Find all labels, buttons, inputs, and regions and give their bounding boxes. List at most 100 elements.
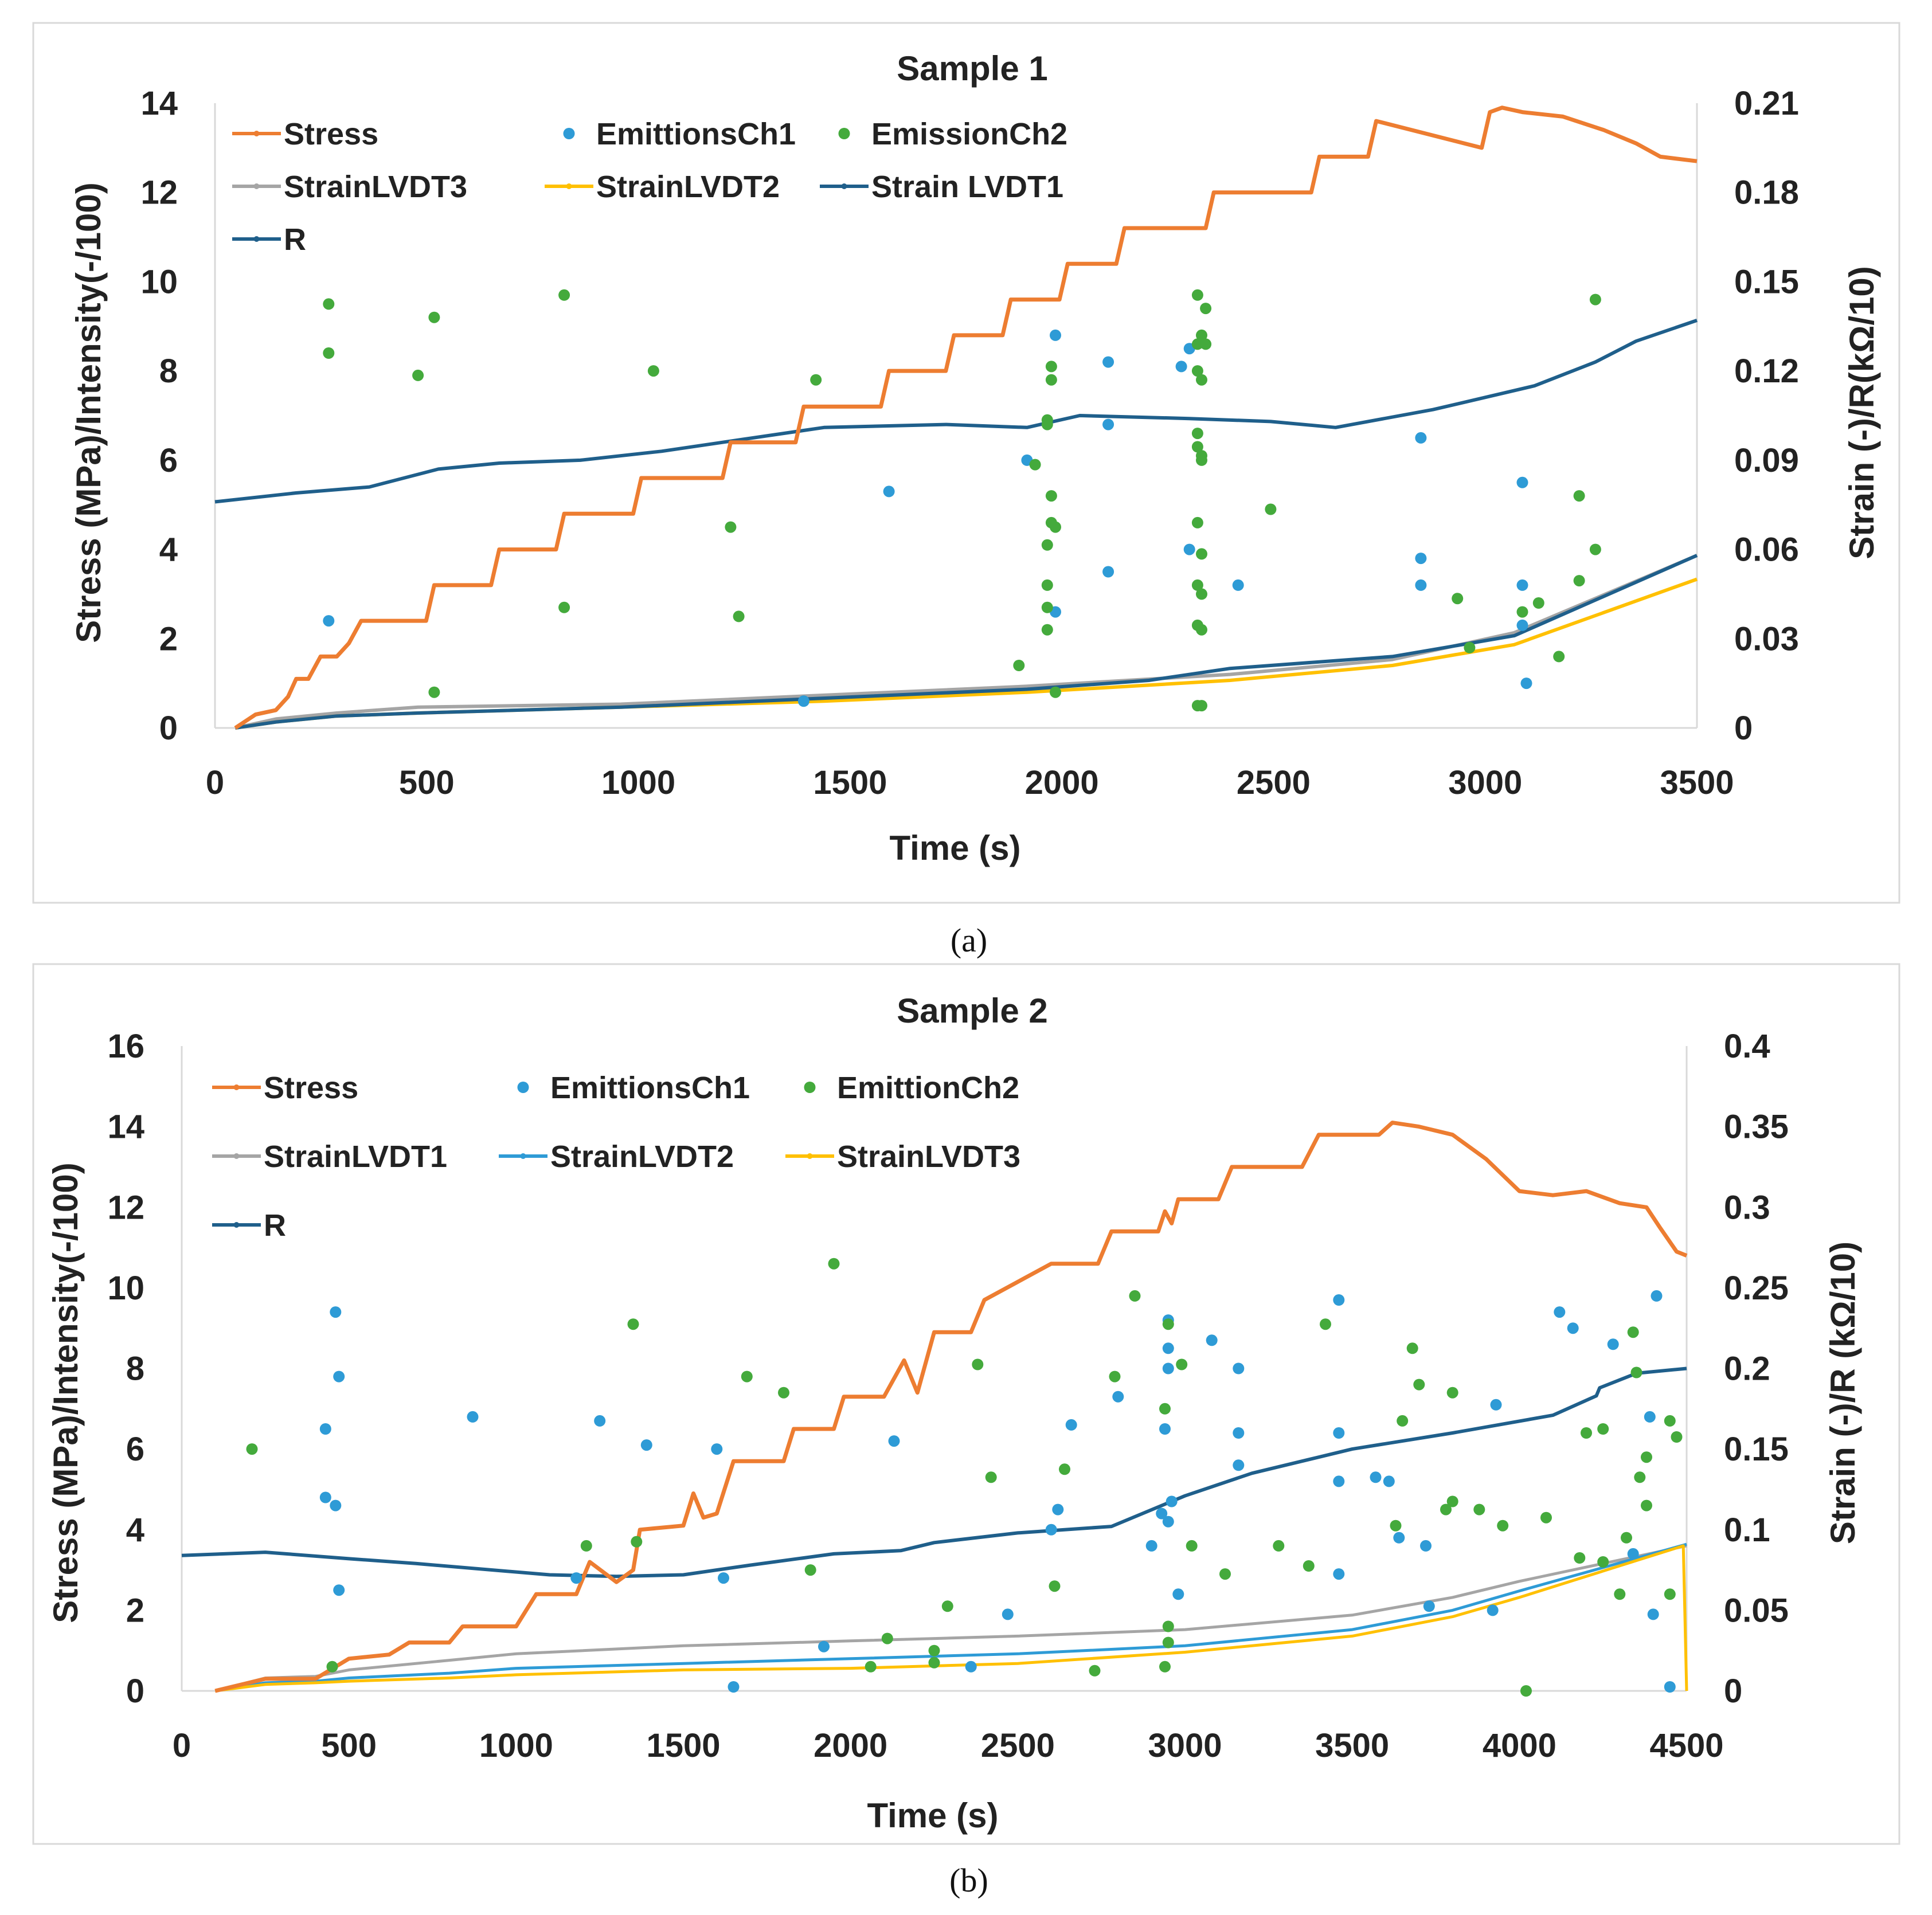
scatter-point-emissionch2 — [1196, 329, 1207, 341]
series-line-r — [214, 319, 1698, 504]
plot-area — [214, 103, 1698, 730]
scatter-point-emissionch2 — [1265, 503, 1277, 515]
scatter-point-emissionch2 — [428, 311, 440, 323]
scatter-point-emittionsch1 — [1233, 1362, 1245, 1374]
y-axis-label: Stress (MPa)/Intensity(-/100) — [46, 1162, 85, 1623]
scatter-point-emittionch2 — [741, 1370, 753, 1383]
x-tick-label: 0 — [173, 1727, 191, 1764]
scatter-point-emissionch2 — [1050, 686, 1061, 698]
y2-axis-label: Strain (-)/R(kΩ/10) — [1843, 266, 1881, 559]
legend-marker-stress — [253, 131, 260, 136]
scatter-point-emittionch2 — [828, 1258, 840, 1270]
scatter-point-emittionsch1 — [1333, 1294, 1345, 1306]
scatter-point-emittionsch1 — [718, 1572, 729, 1584]
scatter-point-emittionsch1 — [467, 1411, 479, 1423]
scatter-point-emissionch2 — [1045, 361, 1057, 373]
scatter-point-emissionch2 — [1196, 454, 1207, 466]
scatter-point-emissionch2 — [558, 289, 570, 301]
scatter-point-emittionsch1 — [1487, 1604, 1499, 1616]
scatter-point-emittionsch1 — [319, 1423, 331, 1435]
series-line-stress — [214, 1121, 1688, 1693]
scatter-point-emittionsch1 — [330, 1306, 342, 1318]
scatter-point-emittionsch1 — [319, 1491, 331, 1503]
scatter-point-emittionch2 — [1162, 1636, 1174, 1648]
scatter-point-emissionch2 — [323, 298, 335, 310]
scatter-point-emittionsch1 — [1175, 361, 1187, 373]
scatter-point-emittionsch1 — [1516, 619, 1528, 631]
scatter-point-emittionsch1 — [1627, 1548, 1639, 1560]
scatter-point-emittionsch1 — [1183, 543, 1195, 555]
scatter-point-emittionsch1 — [1607, 1338, 1619, 1350]
series-line-strainlvdt3 — [214, 1544, 1688, 1693]
scatter-point-emittionsch1 — [323, 615, 335, 627]
y-tick-label: 14 — [140, 85, 178, 122]
legend-label-emittionsch1: EmittionsCh1 — [550, 1071, 750, 1105]
scatter-point-emittionsch1 — [1172, 1588, 1184, 1600]
y2-tick-label: 0.1 — [1724, 1511, 1770, 1549]
y-tick-label: 12 — [140, 174, 178, 212]
y2-tick-label: 0.09 — [1734, 442, 1799, 479]
scatter-point-emittionsch1 — [1554, 1306, 1566, 1318]
y2-tick-label: 0.05 — [1724, 1592, 1789, 1629]
chart-frame — [32, 22, 1900, 904]
scatter-point-emittionch2 — [326, 1661, 338, 1673]
y-tick-label: 14 — [107, 1109, 144, 1146]
scatter-point-emittionsch1 — [1333, 1475, 1345, 1487]
scatter-point-emittionsch1 — [1423, 1600, 1435, 1612]
x-tick-label: 3000 — [1448, 764, 1522, 801]
scatter-point-emissionch2 — [1041, 601, 1053, 613]
scatter-point-emittionsch1 — [1162, 1515, 1174, 1528]
scatter-point-emittionsch1 — [1206, 1334, 1218, 1346]
scatter-point-emittionsch1 — [1050, 329, 1061, 341]
scatter-point-emittionsch1 — [1002, 1608, 1014, 1620]
legend-marker-strainlvdt3 — [253, 183, 260, 189]
y-tick-label: 6 — [159, 442, 178, 479]
x-tick-label: 3500 — [1660, 764, 1734, 801]
scatter-point-emittionch2 — [1641, 1451, 1652, 1463]
scatter-point-emissionch2 — [1013, 660, 1025, 671]
legend: Stress EmittionsCh1 EmittionCh2 StrainLVDT1… — [212, 1071, 1020, 1243]
scatter-point-emissionch2 — [1553, 651, 1565, 663]
y-tick-label: 12 — [107, 1189, 144, 1226]
scatter-point-emittionch2 — [1627, 1326, 1639, 1338]
y2-tick-label: 0.21 — [1734, 85, 1799, 122]
y2-tick-label: 0.35 — [1724, 1109, 1789, 1146]
scatter-point-emissionch2 — [558, 601, 570, 613]
x-tick-label: 2500 — [1237, 764, 1311, 801]
x-tick-label: 2000 — [1025, 764, 1099, 801]
scatter-point-emissionch2 — [1573, 575, 1585, 587]
scatter-point-emittionsch1 — [1383, 1475, 1395, 1487]
scatter-point-emittionch2 — [1630, 1366, 1642, 1379]
scatter-point-emittionch2 — [1059, 1463, 1070, 1475]
scatter-point-emittionsch1 — [1052, 1503, 1064, 1515]
scatter-point-emissionch2 — [1196, 624, 1207, 636]
scatter-point-emittionch2 — [1162, 1318, 1174, 1330]
scatter-point-emittionsch1 — [1065, 1419, 1077, 1431]
y2-tick-label: 0.06 — [1734, 531, 1799, 569]
chart-title: Sample 2 — [897, 992, 1047, 1030]
x-tick-label: 3500 — [1315, 1727, 1389, 1764]
y2-tick-label: 0 — [1734, 710, 1753, 747]
scatter-point-emittionsch1 — [1156, 1507, 1168, 1520]
scatter-point-emittionch2 — [1581, 1427, 1592, 1439]
scatter-point-emittionch2 — [1497, 1520, 1509, 1532]
x-tick-label: 1000 — [479, 1727, 553, 1764]
scatter-point-emittionch2 — [804, 1564, 816, 1576]
scatter-point-emissionch2 — [1589, 543, 1601, 555]
scatter-point-emittionsch1 — [711, 1443, 723, 1455]
legend-label-r: R — [264, 1208, 286, 1243]
scatter-point-emittionsch1 — [1102, 418, 1114, 430]
scatter-point-emittionsch1 — [1159, 1423, 1171, 1435]
scatter-point-emittionsch1 — [1162, 1342, 1174, 1354]
scatter-point-emissionch2 — [647, 365, 659, 377]
scatter-point-emittionch2 — [1597, 1423, 1609, 1435]
chart-frame — [32, 963, 1900, 1845]
scatter-point-emittionch2 — [1473, 1503, 1485, 1515]
scatter-point-emittionch2 — [778, 1387, 789, 1399]
scatter-point-emittionch2 — [1574, 1552, 1586, 1564]
y2-tick-label: 0.15 — [1724, 1431, 1789, 1468]
series-line-r — [181, 1366, 1687, 1579]
scatter-point-emissionch2 — [1191, 579, 1203, 591]
scatter-point-emittionch2 — [972, 1358, 984, 1370]
scatter-point-emittionch2 — [1390, 1520, 1402, 1532]
